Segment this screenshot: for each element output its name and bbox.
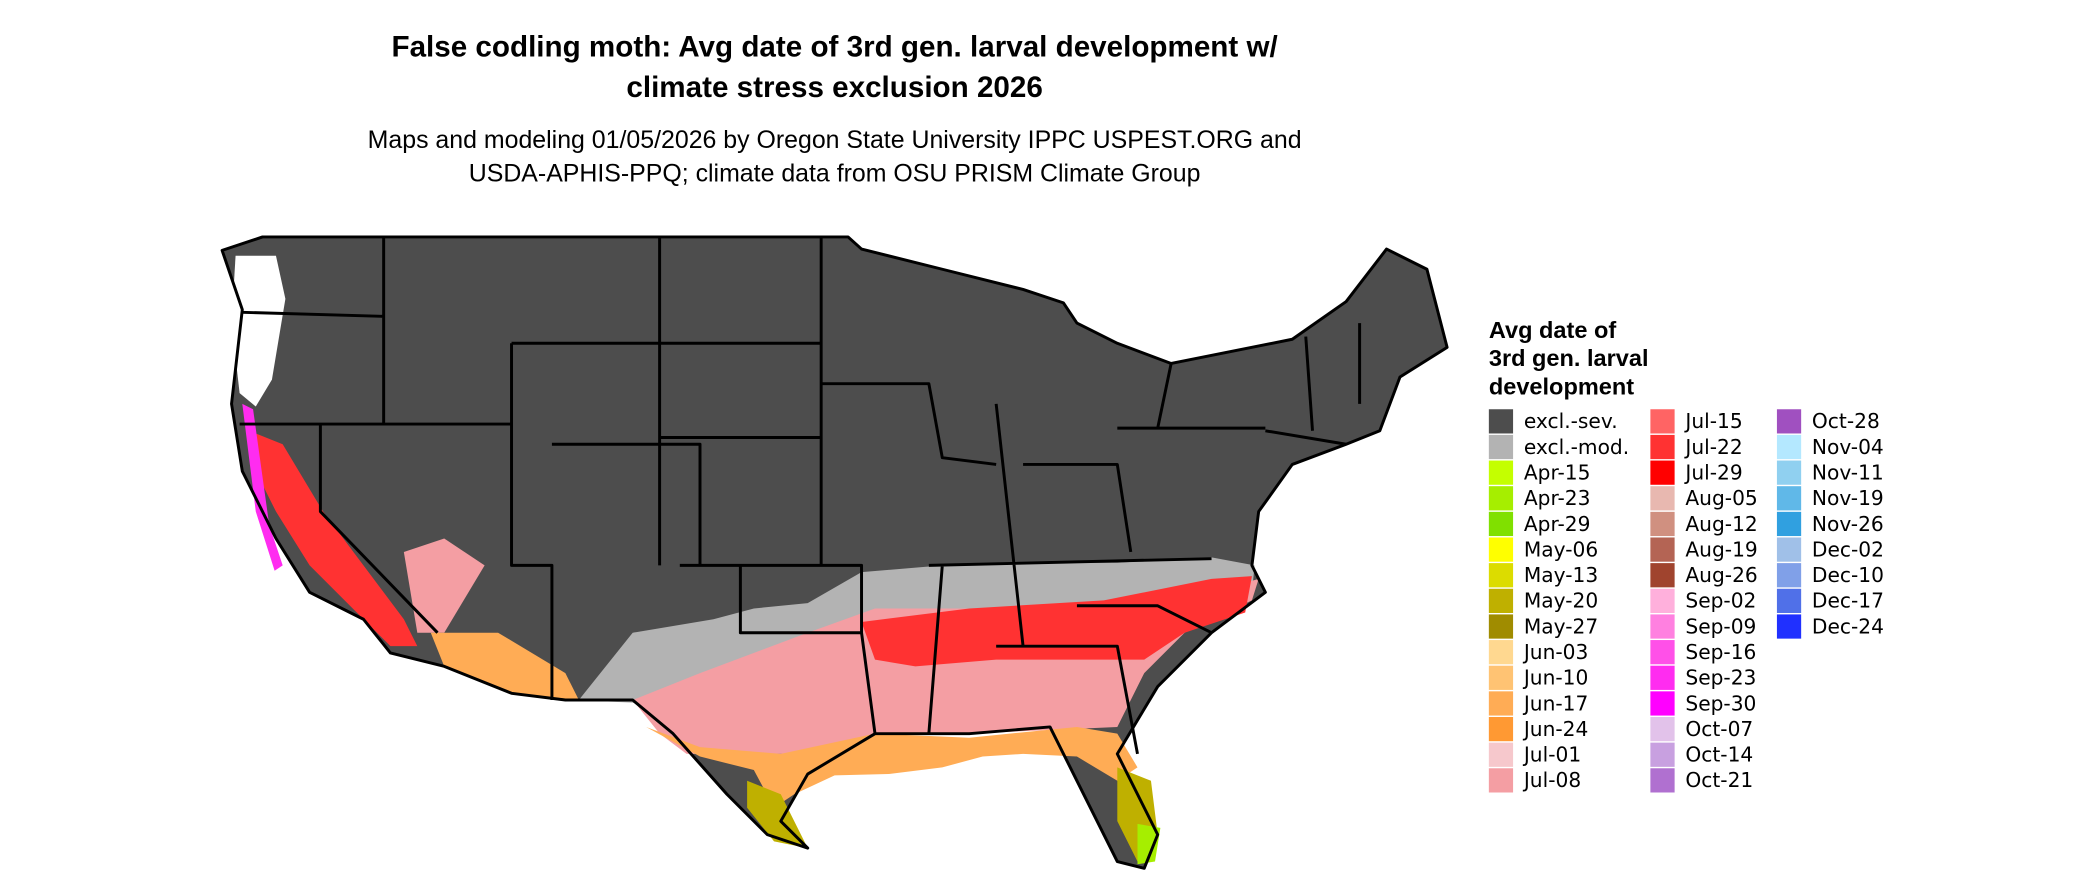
legend-label: Jul-22 — [1683, 435, 1742, 459]
legend-title: development — [1489, 373, 1634, 399]
legend-swatch — [1776, 563, 1802, 588]
state-borders — [220, 235, 1449, 870]
legend-swatch — [1488, 537, 1514, 562]
legend-label: Apr-23 — [1524, 486, 1591, 510]
legend-label: Dec-10 — [1812, 563, 1884, 587]
legend-label: Sep-02 — [1685, 589, 1756, 613]
legend-swatch — [1650, 768, 1675, 793]
legend-swatch — [1776, 614, 1802, 639]
legend-label: May-13 — [1524, 563, 1598, 587]
legend-label: Aug-12 — [1685, 512, 1757, 536]
legend-swatch — [1488, 665, 1514, 690]
legend-swatch — [1650, 460, 1675, 485]
legend-swatch — [1776, 486, 1802, 511]
legend-label: Sep-16 — [1685, 640, 1756, 664]
legend-swatch — [1650, 537, 1675, 562]
legend-label: excl.-mod. — [1524, 435, 1629, 459]
legend-label: Nov-19 — [1812, 486, 1884, 510]
legend-swatch — [1650, 409, 1675, 434]
legend-label: Sep-23 — [1685, 666, 1756, 690]
region — [242, 403, 283, 571]
legend-swatch — [1488, 614, 1514, 639]
region — [403, 538, 485, 633]
legend-label: Apr-29 — [1524, 512, 1591, 536]
legend-label: Aug-19 — [1685, 537, 1757, 561]
legend-label: Sep-09 — [1685, 614, 1756, 638]
subtitle: USDA-APHIS-PPQ; climate data from OSU PR… — [469, 160, 1201, 188]
legend-swatch — [1488, 588, 1514, 613]
legend-label: Jun-17 — [1522, 691, 1589, 715]
legend-label: Oct-21 — [1685, 768, 1753, 792]
legend-swatch — [1488, 486, 1514, 511]
legend-label: May-06 — [1524, 537, 1598, 561]
region — [249, 430, 418, 647]
legend-swatch — [1776, 537, 1802, 562]
legend-swatch — [1650, 486, 1675, 511]
legend-label: Jul-01 — [1522, 743, 1581, 767]
legend-label: Aug-26 — [1685, 563, 1757, 587]
legend-label: Dec-24 — [1812, 614, 1884, 638]
legend-label: Jul-08 — [1522, 768, 1581, 792]
region — [231, 255, 286, 407]
legend-swatch — [1776, 511, 1802, 537]
legend-label: Jul-29 — [1683, 461, 1742, 485]
legend-swatch — [1488, 434, 1514, 460]
legend-swatch — [1488, 716, 1514, 742]
region — [861, 576, 1252, 667]
legend-label: Jun-24 — [1522, 717, 1589, 741]
legend-label: Jun-10 — [1522, 666, 1589, 690]
legend-swatch — [1488, 511, 1514, 537]
legend-label: excl.-sev. — [1524, 409, 1618, 433]
legend-swatch — [1488, 409, 1514, 434]
title: False codling moth: Avg date of 3rd gen.… — [391, 31, 1277, 64]
legend-label: Aug-05 — [1685, 486, 1757, 510]
title: climate stress exclusion 2026 — [626, 71, 1042, 104]
legend-label: Nov-26 — [1812, 512, 1884, 536]
legend-title: Avg date of — [1489, 317, 1616, 343]
legend-label: Apr-15 — [1524, 461, 1591, 485]
legend-swatch — [1488, 460, 1514, 485]
legend-label: Nov-04 — [1812, 435, 1884, 459]
legend-swatch — [1650, 742, 1675, 767]
legend-label: Oct-14 — [1685, 743, 1753, 767]
legend-title: 3rd gen. larval — [1489, 345, 1649, 371]
legend-swatch — [1488, 768, 1514, 793]
legend-swatch — [1488, 640, 1514, 665]
region — [646, 726, 1138, 808]
legend-label: Dec-02 — [1812, 537, 1884, 561]
region — [1137, 823, 1161, 865]
legend-swatch — [1488, 691, 1514, 716]
us-map — [220, 235, 1449, 870]
legend-swatch — [1650, 588, 1675, 613]
legend-swatch — [1650, 563, 1675, 588]
legend-swatch — [1650, 434, 1675, 460]
legend-label: Dec-17 — [1812, 589, 1884, 613]
subtitle: Maps and modeling 01/05/2026 by Oregon S… — [368, 126, 1302, 154]
region — [222, 236, 1448, 869]
legend-swatch — [1650, 511, 1675, 537]
region — [430, 632, 579, 701]
legend-swatch — [1776, 588, 1802, 613]
legend-swatch — [1650, 716, 1675, 742]
legend-label: Sep-30 — [1685, 691, 1756, 715]
legend-swatch — [1776, 434, 1802, 460]
legend-swatch — [1488, 742, 1514, 767]
legend-swatch — [1776, 460, 1802, 485]
legend-swatch — [1650, 665, 1675, 690]
legend-label: Oct-07 — [1685, 717, 1753, 741]
legend-label: Jun-03 — [1522, 640, 1589, 664]
legend-label: May-20 — [1524, 589, 1598, 613]
legend-swatch — [1776, 409, 1802, 434]
legend-swatch — [1488, 563, 1514, 588]
legend-swatch — [1650, 691, 1675, 716]
legend-label: Nov-11 — [1812, 461, 1884, 485]
legend-swatch — [1650, 614, 1675, 639]
legend-swatch — [1650, 640, 1675, 665]
legend-label: Oct-28 — [1812, 409, 1880, 433]
legend-label: Jul-15 — [1683, 409, 1742, 433]
legend-label: May-27 — [1524, 614, 1598, 638]
legend: Avg date of 3rd gen. larval development … — [1488, 317, 1884, 793]
